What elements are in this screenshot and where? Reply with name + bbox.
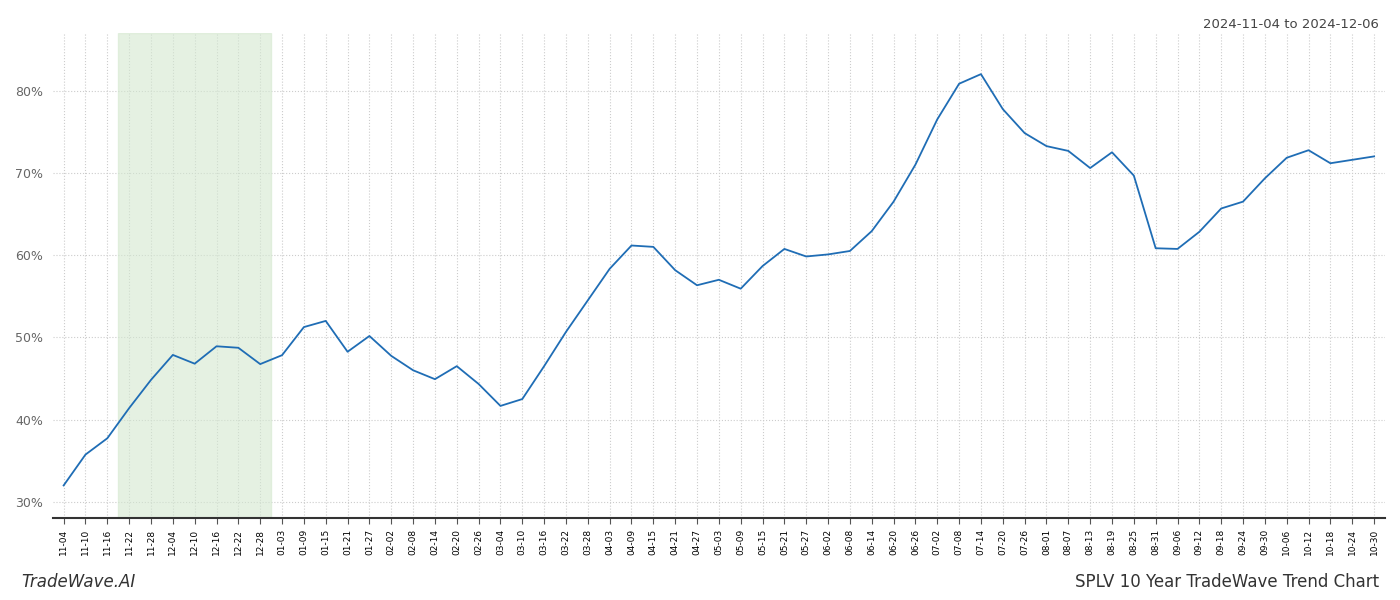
Text: TradeWave.AI: TradeWave.AI	[21, 573, 136, 591]
Text: SPLV 10 Year TradeWave Trend Chart: SPLV 10 Year TradeWave Trend Chart	[1075, 573, 1379, 591]
Bar	[118, 33, 272, 518]
Text: 2024-11-04 to 2024-12-06: 2024-11-04 to 2024-12-06	[1203, 18, 1379, 31]
